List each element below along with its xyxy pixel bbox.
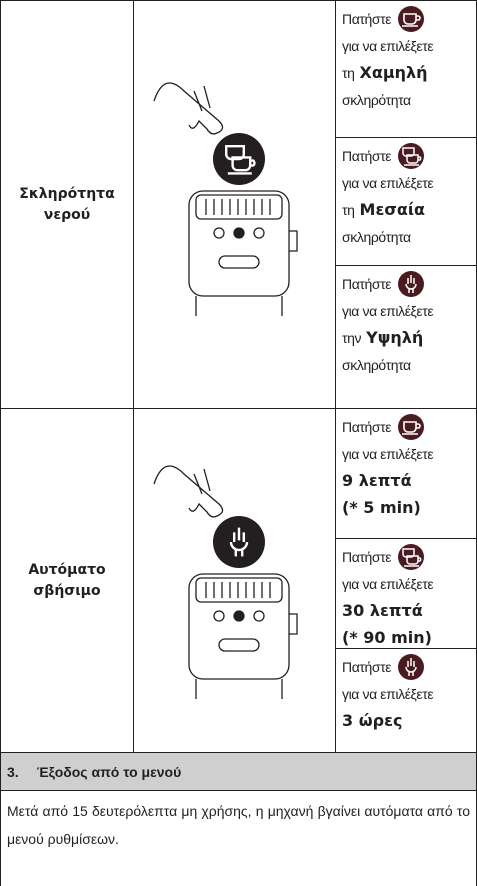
option-line: Πατήστε	[342, 543, 476, 570]
heading-title: Έξοδος από το μενού	[36, 763, 182, 780]
setting-value: Χαμηλή	[359, 63, 428, 82]
heading-number: 3.	[7, 763, 19, 780]
setting-value: 9 λεπτά	[342, 471, 412, 490]
option-line: Πατήστε	[342, 142, 476, 169]
option-text: για να επιλέξετε	[342, 445, 434, 462]
option-text: Πατήστε	[342, 275, 392, 292]
option-line: για να επιλέξετε	[342, 169, 476, 196]
option-line: Πατήστε	[342, 653, 476, 680]
button-icon	[398, 653, 425, 680]
option-text: για να επιλέξετε	[342, 37, 434, 54]
option-cell: Πατήστε για να επιλέξετε 9 λεπτά (* 5 min)	[335, 408, 477, 539]
button-icon	[398, 270, 425, 297]
option-line: (* 90 min)	[342, 624, 476, 651]
option-line: τη Μεσαία	[342, 196, 476, 223]
setting-value: Υψηλή	[366, 328, 424, 347]
option-text: για να επιλέξετε	[342, 174, 434, 191]
option-line: (* 5 min)	[342, 494, 476, 521]
option-cell: Πατήστε για να επιλέξετε την Υψηλή σκληρότητ…	[335, 265, 477, 409]
option-text: Πατήστε	[342, 548, 392, 565]
option-text: για να επιλέξετε	[342, 302, 434, 319]
button-icon	[398, 413, 425, 440]
machine-illustration	[153, 82, 298, 316]
option-text: σκληρότητα	[342, 356, 411, 373]
option-text: για να επιλέξετε	[342, 575, 434, 592]
row-label: Σκληρότητα νερού	[0, 0, 134, 409]
button-icon	[398, 5, 425, 32]
button-icon	[398, 142, 425, 169]
option-line: σκληρότητα	[342, 86, 476, 113]
option-line: 3 ώρες	[342, 707, 476, 734]
setting-value: Μεσαία	[359, 200, 426, 219]
option-line: για να επιλέξετε	[342, 32, 476, 59]
machine-illustration	[153, 465, 298, 699]
option-text: σκληρότητα	[342, 228, 411, 245]
option-text: τη	[342, 64, 355, 81]
option-line: την Υψηλή	[342, 324, 476, 351]
option-line: 9 λεπτά	[342, 467, 476, 494]
option-line: για να επιλέξετε	[342, 570, 476, 597]
option-line: για να επιλέξετε	[342, 297, 476, 324]
option-line: τη Χαμηλή	[342, 59, 476, 86]
option-cell: Πατήστε για να επιλέξετε τη Μεσαία σκληρότητ…	[335, 137, 477, 266]
option-text: σκληρότητα	[342, 91, 411, 108]
option-line: Πατήστε	[342, 413, 476, 440]
option-text: για να επιλέξετε	[342, 685, 434, 702]
paragraph: Μετά από 15 δευτερόλεπτα μη χρήσης, η μη…	[0, 790, 477, 886]
setting-value: 3 ώρες	[342, 711, 403, 730]
option-text: Πατήστε	[342, 147, 392, 164]
option-line: Πατήστε	[342, 270, 476, 297]
section-heading: 3. Έξοδος από το μενού	[0, 752, 477, 791]
row-label: Αυτόματο σβήσιμο	[0, 408, 134, 753]
setting-value: 30 λεπτά	[342, 601, 423, 620]
option-line: 30 λεπτά	[342, 597, 476, 624]
option-cell: Πατήστε για να επιλέξετε τη Χαμηλή σκληρότητ…	[335, 0, 477, 138]
option-cell: Πατήστε για να επιλέξετε 30 λεπτά (* 90 min…	[335, 538, 477, 649]
button-icon	[398, 543, 425, 570]
option-line: Πατήστε	[342, 5, 476, 32]
option-line: για να επιλέξετε	[342, 680, 476, 707]
option-text: Πατήστε	[342, 418, 392, 435]
option-cell: Πατήστε για να επιλέξετε 3 ώρες	[335, 648, 477, 753]
option-line: σκληρότητα	[342, 351, 476, 378]
option-line: για να επιλέξετε	[342, 440, 476, 467]
setting-value: (* 90 min)	[342, 628, 432, 647]
illustration-cell	[133, 0, 336, 409]
illustration-cell	[133, 408, 336, 753]
option-text: την	[342, 329, 362, 346]
option-text: Πατήστε	[342, 10, 392, 27]
setting-value: (* 5 min)	[342, 498, 421, 517]
option-text: τη	[342, 201, 355, 218]
option-text: Πατήστε	[342, 658, 392, 675]
option-line: σκληρότητα	[342, 223, 476, 250]
